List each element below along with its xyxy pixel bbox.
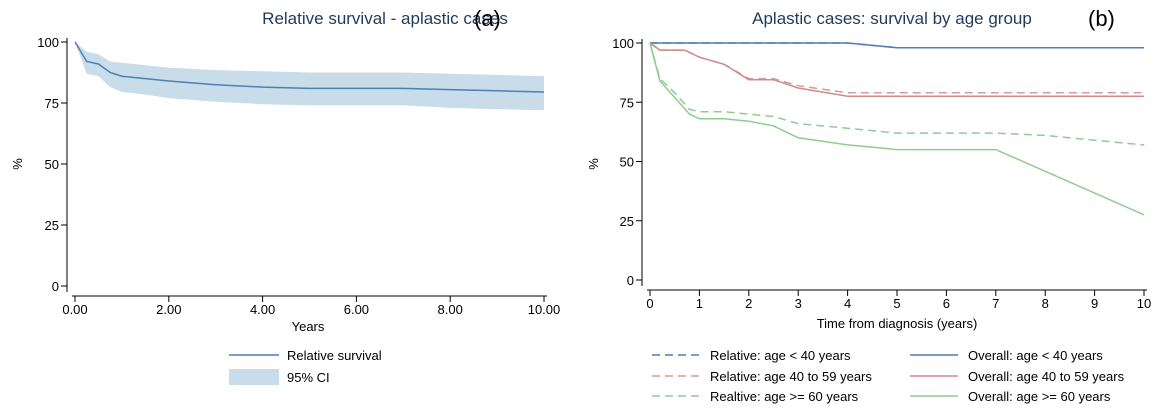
relative-survival-line [74, 41, 545, 93]
chart-b-x-tick-label: 4 [844, 296, 851, 311]
chart-a-panel-tag: (a) [474, 6, 501, 31]
legend-label-relative-survival: Relative survival [287, 348, 382, 363]
chart-a-x-tick-label: 8.00 [438, 302, 463, 317]
legend-label-5: Overall: age >= 60 years [968, 389, 1111, 404]
chart-b-title: Aplastic cases: survival by age group [752, 9, 1032, 28]
chart-b-x-tick-label: 2 [745, 296, 752, 311]
chart-b-y-tick-label: 50 [620, 155, 634, 170]
chart-b-x-tick-label: 3 [795, 296, 802, 311]
chart-b-ylabel: % [586, 158, 601, 170]
chart-a-y-tick-label: 25 [45, 218, 59, 233]
chart-b-x-tick-label: 5 [893, 296, 900, 311]
chart-a-x-tick-label: 4.00 [250, 302, 275, 317]
chart-b-panel-tag: (b) [1088, 6, 1115, 31]
chart-b-x-tick-label: 0 [646, 296, 653, 311]
chart-b-legend: Relative: age < 40 years Relative: age 40… [652, 348, 1125, 404]
chart-b-x-tick-label: 10 [1137, 296, 1151, 311]
legend-label-0: Relative: age < 40 years [710, 348, 851, 363]
chart-a-xlabel: Years [292, 319, 325, 334]
legend-swatch-ci [229, 369, 279, 385]
chart-a-plot: 0.00 2.00 4.00 6.00 8.00 10.00 0 25 50 75 100 [37, 35, 560, 317]
chart-b-y-tick-label: 75 [620, 95, 634, 110]
series-line-4 [649, 42, 1144, 98]
series-line-2 [649, 42, 1145, 146]
chart-a-x-tick-label: 0.00 [62, 302, 87, 317]
legend-label-ci: 95% CI [287, 370, 330, 385]
chart-a-x-tick-label: 10.00 [528, 302, 561, 317]
chart-a: Relative survival - aplastic cases (a) 0… [10, 6, 560, 385]
series-line-5 [649, 42, 1145, 216]
legend-label-4: Overall: age 40 to 59 years [968, 369, 1125, 384]
chart-b-x-tick-label: 9 [1091, 296, 1098, 311]
legend-label-1: Relative: age 40 to 59 years [710, 369, 872, 384]
chart-a-legend: Relative survival 95% CI [229, 348, 382, 385]
chart-b-x-tick-label: 8 [1042, 296, 1049, 311]
chart-a-title: Relative survival - aplastic cases [262, 9, 508, 28]
chart-b-x-tick-label: 7 [992, 296, 999, 311]
series-line-1 [649, 42, 1144, 94]
chart-b-x-tick-label: 1 [696, 296, 703, 311]
chart-a-y-tick-label: 100 [37, 35, 59, 50]
legend-label-2: Realtive: age >= 60 years [710, 389, 859, 404]
chart-b-xlabel: Time from diagnosis (years) [817, 316, 978, 331]
chart-b: Aplastic cases: survival by age group (b… [586, 6, 1151, 404]
series-line-3 [650, 42, 1144, 49]
chart-b-y-tick-label: 25 [620, 214, 634, 229]
chart-a-x-tick-label: 6.00 [344, 302, 369, 317]
legend-label-3: Overall: age < 40 years [968, 348, 1103, 363]
chart-a-y-tick-label: 50 [45, 157, 59, 172]
chart-b-y-tick-label: 0 [627, 273, 634, 288]
chart-a-y-tick-label: 75 [45, 96, 59, 111]
ci-band [75, 42, 544, 111]
chart-a-y-tick-label: 0 [52, 279, 59, 294]
chart-a-x-tick-label: 2.00 [156, 302, 181, 317]
chart-b-x-tick-label: 6 [943, 296, 950, 311]
chart-a-ylabel: % [10, 158, 25, 170]
chart-b-y-tick-label: 100 [612, 36, 634, 51]
